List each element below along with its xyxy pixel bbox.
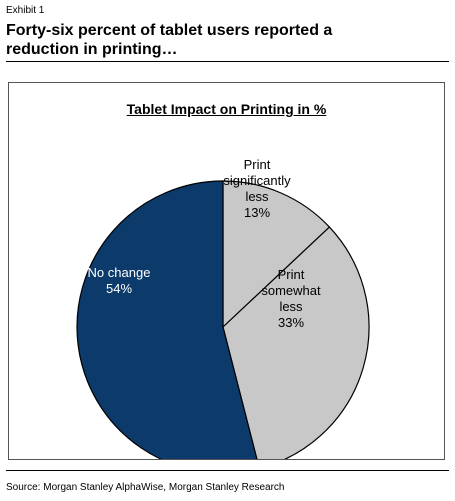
pie-chart: Print significantly less 13%Print somewhat le… — [76, 157, 370, 459]
headline-line-2: reduction in printing… — [6, 41, 178, 58]
top-rule — [6, 61, 449, 62]
pie-slice-1 — [222, 226, 370, 459]
chart-frame: Tablet Impact on Printing in % Print sign… — [8, 82, 445, 460]
slice-label-1: Print somewhat less 33% — [261, 267, 321, 330]
bottom-rule — [6, 470, 449, 471]
slice-label-0: Print significantly less 13% — [223, 157, 291, 220]
slice-name-line: less — [279, 299, 303, 314]
source-note: Source: Morgan Stanley AlphaWise, Morgan… — [6, 482, 285, 493]
exhibit-label: Exhibit 1 — [6, 5, 45, 16]
slice-name-line: No change — [88, 265, 151, 280]
slice-name-line: Print — [244, 157, 271, 172]
pie-slice-2 — [76, 180, 258, 459]
headline: Forty-six percent of tablet users report… — [6, 21, 446, 59]
slice-label-2: No change 54% — [88, 265, 151, 296]
slice-value-label: 13% — [244, 205, 270, 220]
slice-name-line: somewhat — [261, 283, 321, 298]
slice-value-label: 33% — [278, 315, 304, 330]
slice-name-line: Print — [278, 267, 305, 282]
chart-title: Tablet Impact on Printing in % — [126, 101, 327, 117]
pie-slice-0 — [222, 180, 331, 329]
slice-name-line: significantly — [223, 173, 291, 188]
slice-value-label: 54% — [106, 281, 132, 296]
slice-name-line: less — [245, 189, 269, 204]
chart-title-container: Tablet Impact on Printing in % — [9, 101, 444, 117]
headline-line-1: Forty-six percent of tablet users report… — [6, 22, 333, 39]
